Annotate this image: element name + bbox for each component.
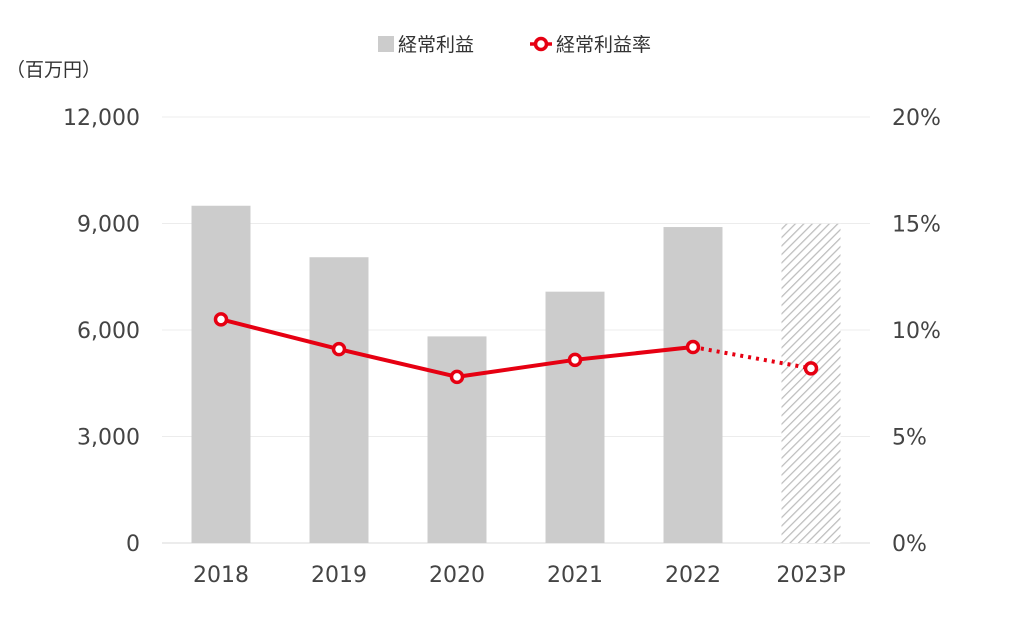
y2-tick-label: 0% (892, 532, 927, 557)
bar (191, 205, 251, 543)
y-tick-label: 3,000 (77, 426, 140, 451)
line-point (567, 352, 583, 368)
legend: 経常利益 経常利益率 (378, 34, 651, 56)
bar (545, 291, 605, 543)
bar-series (191, 205, 841, 544)
x-axis: 2018 2019 2020 2021 2022 2023P (193, 563, 846, 588)
x-tick-label: 2018 (193, 563, 249, 588)
y2-tick-label: 5% (892, 426, 927, 451)
y-tick-label: 6,000 (77, 319, 140, 344)
gridlines (162, 116, 870, 544)
right-axis: 0% 5% 10% 15% 20% (892, 106, 941, 557)
y-tick-label: 0 (126, 532, 140, 557)
y2-tick-label: 20% (892, 106, 941, 131)
bar-projected (781, 223, 841, 544)
legend-swatch-marker (533, 36, 549, 52)
legend-label-line: 経常利益率 (556, 34, 651, 56)
x-tick-label: 2023P (776, 563, 845, 588)
bar (663, 227, 723, 544)
x-tick-label: 2021 (547, 563, 603, 588)
y-axis-unit-label: （百万円） (6, 59, 101, 81)
line-point (685, 339, 701, 355)
bar (309, 257, 369, 543)
x-tick-label: 2020 (429, 563, 485, 588)
line-point (213, 312, 229, 327)
x-tick-label: 2022 (665, 563, 721, 588)
y-tick-label: 12,000 (63, 106, 140, 131)
legend-swatch-bar (378, 36, 394, 52)
y2-tick-label: 15% (892, 213, 941, 238)
line-point (449, 369, 465, 385)
line-series (213, 312, 819, 385)
x-tick-label: 2019 (311, 563, 367, 588)
line-point (331, 341, 347, 357)
left-axis: 0 3,000 6,000 9,000 12,000 (63, 106, 140, 557)
line-point (803, 361, 819, 376)
bar (427, 336, 487, 543)
legend-label-bar: 経常利益 (398, 34, 474, 56)
y2-tick-label: 10% (892, 319, 941, 344)
y-tick-label: 9,000 (77, 213, 140, 238)
